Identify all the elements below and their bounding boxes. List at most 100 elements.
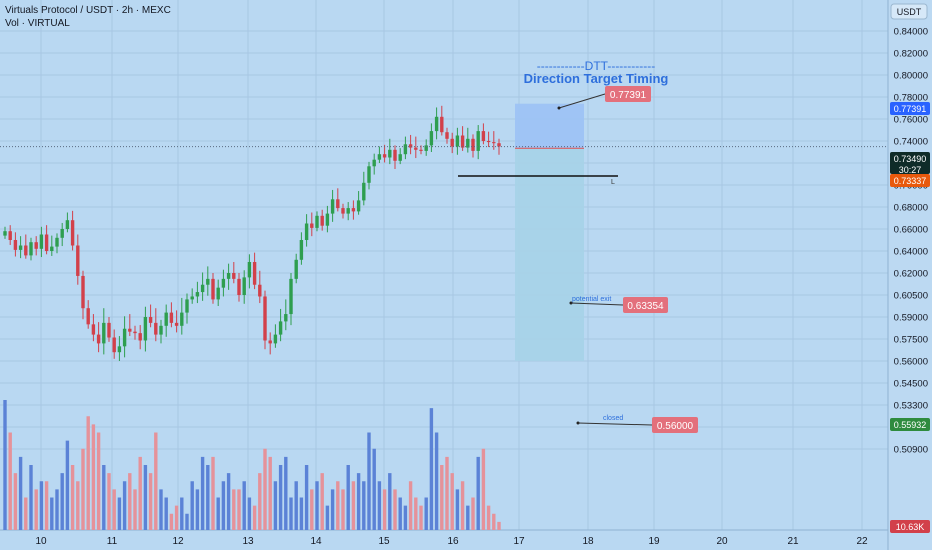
volume-bar bbox=[55, 489, 59, 530]
candle-body bbox=[393, 149, 397, 161]
price-axis: 0.84000 0.82000 0.80000 0.78000 0.76000 0.740… bbox=[887, 0, 932, 550]
price-tick-label: 0.78000 bbox=[894, 93, 928, 104]
candle-body bbox=[476, 131, 480, 151]
candle-body bbox=[29, 242, 33, 256]
volume-bar bbox=[180, 497, 184, 530]
candle-body bbox=[304, 223, 309, 240]
current-price-tag-bg bbox=[890, 152, 930, 174]
date-tick-label: 19 bbox=[648, 536, 660, 547]
candle-body bbox=[50, 246, 54, 251]
candle-body bbox=[351, 208, 356, 212]
price-tick-label: 0.84000 bbox=[894, 27, 928, 38]
volume-bar bbox=[112, 489, 116, 530]
volume-bar bbox=[419, 505, 423, 530]
currency-button[interactable] bbox=[890, 3, 928, 20]
volume-bar bbox=[247, 497, 252, 530]
forecast-zones[interactable] bbox=[515, 103, 584, 361]
candle-body bbox=[372, 159, 376, 167]
candle-body bbox=[398, 154, 402, 161]
target-zone bbox=[515, 103, 584, 149]
volume-bar bbox=[70, 465, 75, 530]
volume-bar bbox=[13, 473, 18, 530]
candle-body bbox=[190, 296, 194, 300]
volume-bar bbox=[133, 489, 137, 530]
candle-body bbox=[284, 314, 288, 322]
candle-body bbox=[65, 220, 70, 229]
candle-body bbox=[128, 328, 132, 332]
candle-body bbox=[232, 273, 236, 279]
candle-body bbox=[455, 135, 460, 147]
candle-body bbox=[18, 245, 23, 250]
volume-bar bbox=[164, 497, 168, 530]
volume-bar bbox=[367, 432, 371, 530]
candle-body bbox=[60, 229, 64, 238]
candle-body bbox=[440, 116, 444, 133]
volume-bar bbox=[440, 465, 444, 530]
volume-bar bbox=[320, 473, 324, 530]
volume-bar bbox=[102, 465, 106, 530]
volume-bar bbox=[258, 473, 262, 530]
current-price-tag: 0.73490 bbox=[894, 154, 927, 164]
volume-bar bbox=[50, 497, 54, 530]
volume-bar bbox=[268, 456, 272, 530]
volume-bar bbox=[414, 497, 418, 530]
candle-body bbox=[200, 284, 205, 293]
volume-bar bbox=[237, 489, 241, 530]
volume-bar bbox=[486, 505, 491, 530]
candle-body bbox=[268, 340, 272, 344]
candle-body bbox=[221, 278, 226, 288]
volume-bar bbox=[466, 505, 470, 530]
volume-bar bbox=[460, 481, 465, 530]
volume-bar bbox=[481, 448, 486, 530]
candle-body bbox=[315, 215, 319, 228]
volume-bar bbox=[76, 481, 80, 530]
candle-body bbox=[216, 287, 220, 300]
candle-body bbox=[388, 149, 392, 158]
volume-bar bbox=[190, 481, 194, 530]
closed-label: 0.56000 bbox=[657, 421, 694, 432]
volume-bar bbox=[492, 513, 496, 530]
candle-body bbox=[377, 154, 382, 160]
candle-body bbox=[102, 322, 106, 344]
candle-body bbox=[325, 213, 330, 226]
price-tick-label: 0.60500 bbox=[894, 291, 928, 302]
date-tick-label: 20 bbox=[716, 536, 728, 547]
candle-body bbox=[117, 346, 122, 353]
volume-bar bbox=[143, 465, 148, 530]
volume-bar bbox=[216, 497, 220, 530]
volume-bar bbox=[174, 505, 179, 530]
candle-body bbox=[206, 278, 210, 285]
candle-body bbox=[356, 200, 361, 212]
volume-bar bbox=[424, 497, 428, 530]
candle-body bbox=[408, 144, 413, 148]
volume-bar bbox=[159, 489, 163, 530]
candle-body bbox=[148, 317, 153, 323]
entry-price-tag-bg bbox=[890, 174, 930, 187]
target-dot bbox=[557, 106, 561, 110]
candle-body bbox=[460, 135, 465, 148]
volume-bar bbox=[86, 416, 90, 530]
volume-bar bbox=[382, 489, 387, 530]
candle-body bbox=[299, 240, 304, 260]
candle-body bbox=[55, 237, 59, 247]
candle-body bbox=[154, 322, 158, 335]
volume-bar bbox=[206, 465, 210, 530]
volume-bar bbox=[117, 497, 122, 530]
candle-body bbox=[414, 147, 418, 150]
candle-body bbox=[445, 132, 449, 139]
volume-bar bbox=[471, 497, 475, 530]
candle-body bbox=[185, 299, 189, 313]
exit-text: potential exit bbox=[572, 296, 611, 303]
volume-bar bbox=[8, 432, 12, 530]
volume-bar bbox=[341, 489, 345, 530]
volume-bar bbox=[362, 481, 366, 530]
volume-bar bbox=[336, 481, 340, 530]
date-tick-label: 16 bbox=[447, 536, 459, 547]
candle-body bbox=[169, 312, 174, 323]
candle-body bbox=[273, 334, 278, 344]
volume-bar bbox=[408, 481, 413, 530]
candles bbox=[3, 105, 501, 361]
candle-body bbox=[346, 208, 350, 214]
candle-body bbox=[429, 131, 434, 146]
